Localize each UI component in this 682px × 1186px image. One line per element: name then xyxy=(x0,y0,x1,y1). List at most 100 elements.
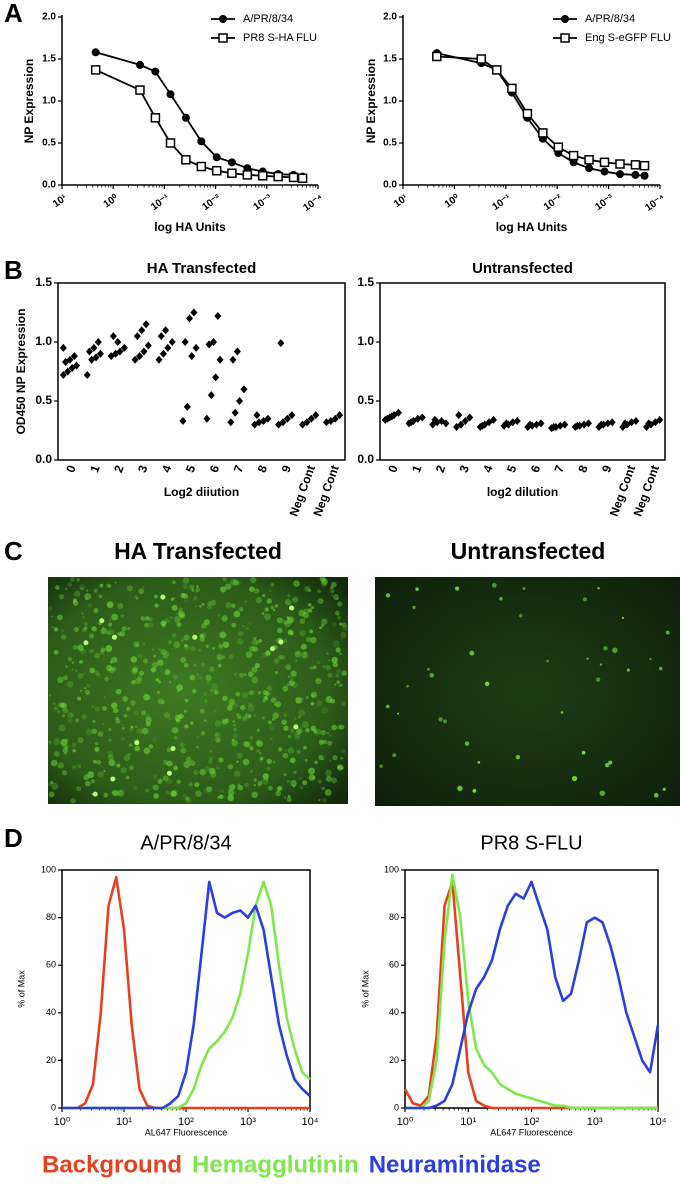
cell xyxy=(48,694,52,697)
cell xyxy=(143,658,148,664)
cell xyxy=(166,760,173,767)
cell xyxy=(292,784,296,788)
cell xyxy=(321,797,327,803)
cell xyxy=(92,719,96,723)
cell xyxy=(168,640,172,645)
cell xyxy=(213,690,219,695)
y-tick-label: 0.0 xyxy=(35,452,52,466)
cell xyxy=(88,633,95,639)
cell xyxy=(321,707,328,714)
cell xyxy=(199,633,204,639)
cell xyxy=(106,601,114,609)
cell xyxy=(282,619,288,625)
cell xyxy=(80,689,83,692)
cell xyxy=(78,583,86,591)
cell xyxy=(184,645,190,651)
cell xyxy=(237,783,240,786)
cell xyxy=(141,727,149,735)
cell xyxy=(196,735,199,738)
marker xyxy=(212,153,221,162)
cell xyxy=(293,770,297,775)
cell xyxy=(317,589,321,594)
cell xyxy=(160,620,166,627)
cell xyxy=(303,745,307,750)
cell xyxy=(303,651,307,655)
cell xyxy=(91,626,97,632)
cell xyxy=(144,622,150,628)
cell xyxy=(262,778,269,785)
series-line xyxy=(405,880,660,1110)
marker xyxy=(257,171,268,181)
cell xyxy=(94,746,101,753)
cell xyxy=(326,652,329,655)
cell xyxy=(198,676,203,680)
y-tick-label: 0.0 xyxy=(383,180,397,191)
cell xyxy=(336,680,340,684)
data-point xyxy=(164,343,172,352)
cell xyxy=(221,615,228,622)
cell xyxy=(208,759,213,764)
cell xyxy=(152,661,159,668)
cell xyxy=(599,790,606,796)
cell xyxy=(101,626,105,630)
cell xyxy=(116,763,121,768)
marker xyxy=(432,51,442,62)
marker xyxy=(151,67,160,76)
cell xyxy=(210,599,217,606)
data-point xyxy=(109,332,117,341)
marker xyxy=(600,167,609,176)
cell xyxy=(281,719,287,725)
cell xyxy=(227,794,235,802)
cell xyxy=(86,589,89,592)
cell xyxy=(88,603,93,608)
data-point xyxy=(140,347,148,356)
data-point xyxy=(253,411,261,420)
cell xyxy=(111,613,119,621)
cell xyxy=(571,775,578,782)
cell xyxy=(257,691,262,695)
cell xyxy=(251,791,258,799)
cell xyxy=(60,739,68,747)
data-point xyxy=(283,414,291,423)
cell xyxy=(291,681,298,689)
cell xyxy=(253,588,260,594)
cell xyxy=(457,785,463,792)
cell xyxy=(320,580,328,587)
plot-frame xyxy=(379,282,666,461)
cell xyxy=(201,602,205,606)
cell xyxy=(299,618,306,625)
cell xyxy=(274,701,281,708)
cell xyxy=(333,683,337,686)
cell xyxy=(309,629,314,634)
cell xyxy=(141,710,147,716)
cell xyxy=(57,710,61,714)
cell xyxy=(77,673,84,679)
cell xyxy=(53,649,59,655)
cell xyxy=(270,605,275,610)
cell xyxy=(309,666,313,670)
cell xyxy=(71,661,75,665)
cell xyxy=(128,743,133,747)
cell xyxy=(283,773,287,776)
y-tick-label: 0.0 xyxy=(42,180,56,191)
data-point xyxy=(550,422,558,431)
cell xyxy=(171,580,176,585)
x-tick-label: 10⁻⁴ xyxy=(301,193,325,214)
cell xyxy=(341,622,347,628)
cell xyxy=(48,606,53,611)
cell xyxy=(335,673,340,678)
x-tick-label: 10¹ xyxy=(392,192,411,210)
cell xyxy=(221,655,226,660)
data-point xyxy=(502,419,510,428)
cell xyxy=(144,714,151,721)
cell xyxy=(190,721,194,725)
cell xyxy=(94,741,99,746)
cell xyxy=(289,605,295,611)
cell xyxy=(234,703,239,708)
cell xyxy=(255,596,263,604)
y-tick-label: 100 xyxy=(41,864,56,874)
cell xyxy=(608,760,613,765)
cell xyxy=(267,720,272,725)
cell xyxy=(57,676,64,684)
cell xyxy=(216,654,223,661)
